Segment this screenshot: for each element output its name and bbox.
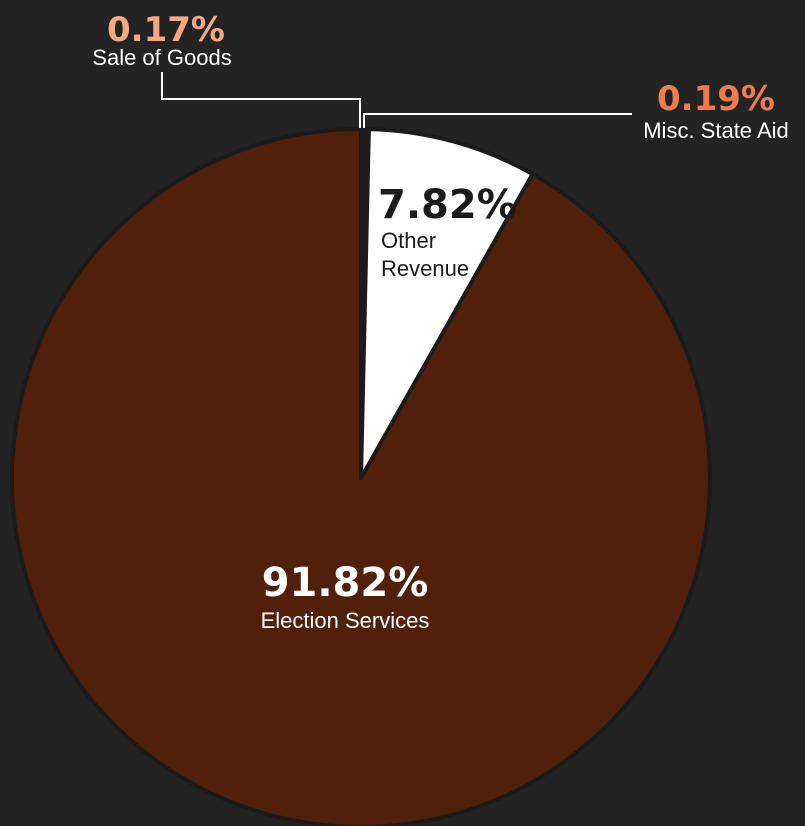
callout-line-sale-of-goods [161,72,361,128]
value-label-other-revenue: 7.82% [378,182,517,228]
category-label-misc-state-aid: Misc. State Aid [643,118,789,143]
pie-slices [10,127,712,826]
callout-lines [161,72,632,128]
category-label-election-services: Election Services [261,608,430,633]
value-label-misc-state-aid: 0.19% [657,79,775,119]
callout-line-misc-state-aid [363,113,632,128]
category-label-other-revenue-line-1: Other [381,228,436,253]
category-label-other-revenue-line-2: Revenue [381,256,469,281]
value-label-sale-of-goods: 0.17% [107,10,225,50]
value-label-election-services: 91.82% [262,560,429,606]
pie-slice-election-services [10,127,712,826]
category-label-sale-of-goods: Sale of Goods [92,45,231,70]
pie-slice-other-revenue [359,127,535,480]
slice-labels: 0.17%Sale of Goods 0.19%Misc. State Aid 7.… [92,10,788,633]
